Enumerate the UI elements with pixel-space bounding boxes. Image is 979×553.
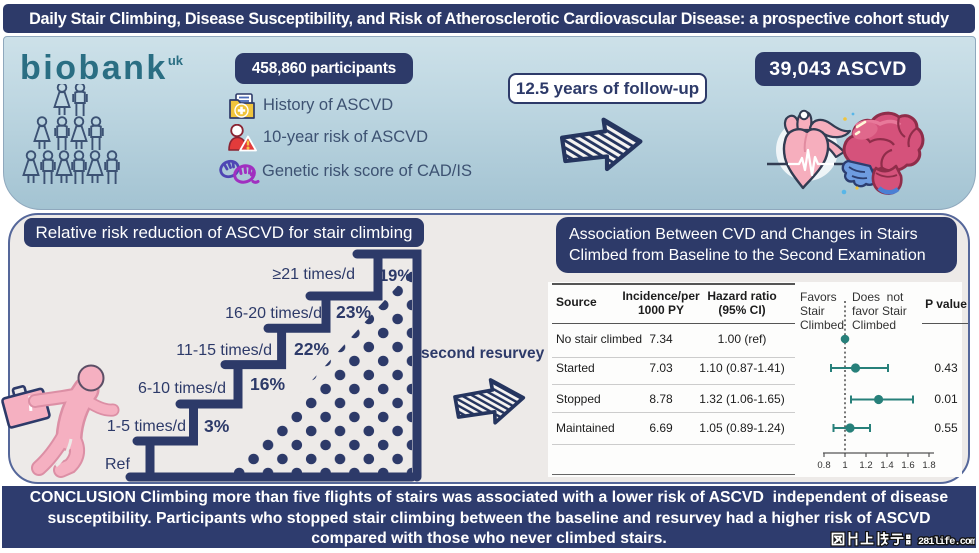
svg-text:1.4: 1.4 — [880, 460, 893, 471]
svg-text:1.8: 1.8 — [922, 460, 935, 471]
svg-text:0.8: 0.8 — [817, 460, 830, 471]
svg-text:281life.com: 281life.com — [918, 536, 975, 548]
svg-text:1: 1 — [842, 460, 847, 471]
svg-text:1.6: 1.6 — [901, 460, 914, 471]
svg-text:1.2: 1.2 — [859, 460, 872, 471]
